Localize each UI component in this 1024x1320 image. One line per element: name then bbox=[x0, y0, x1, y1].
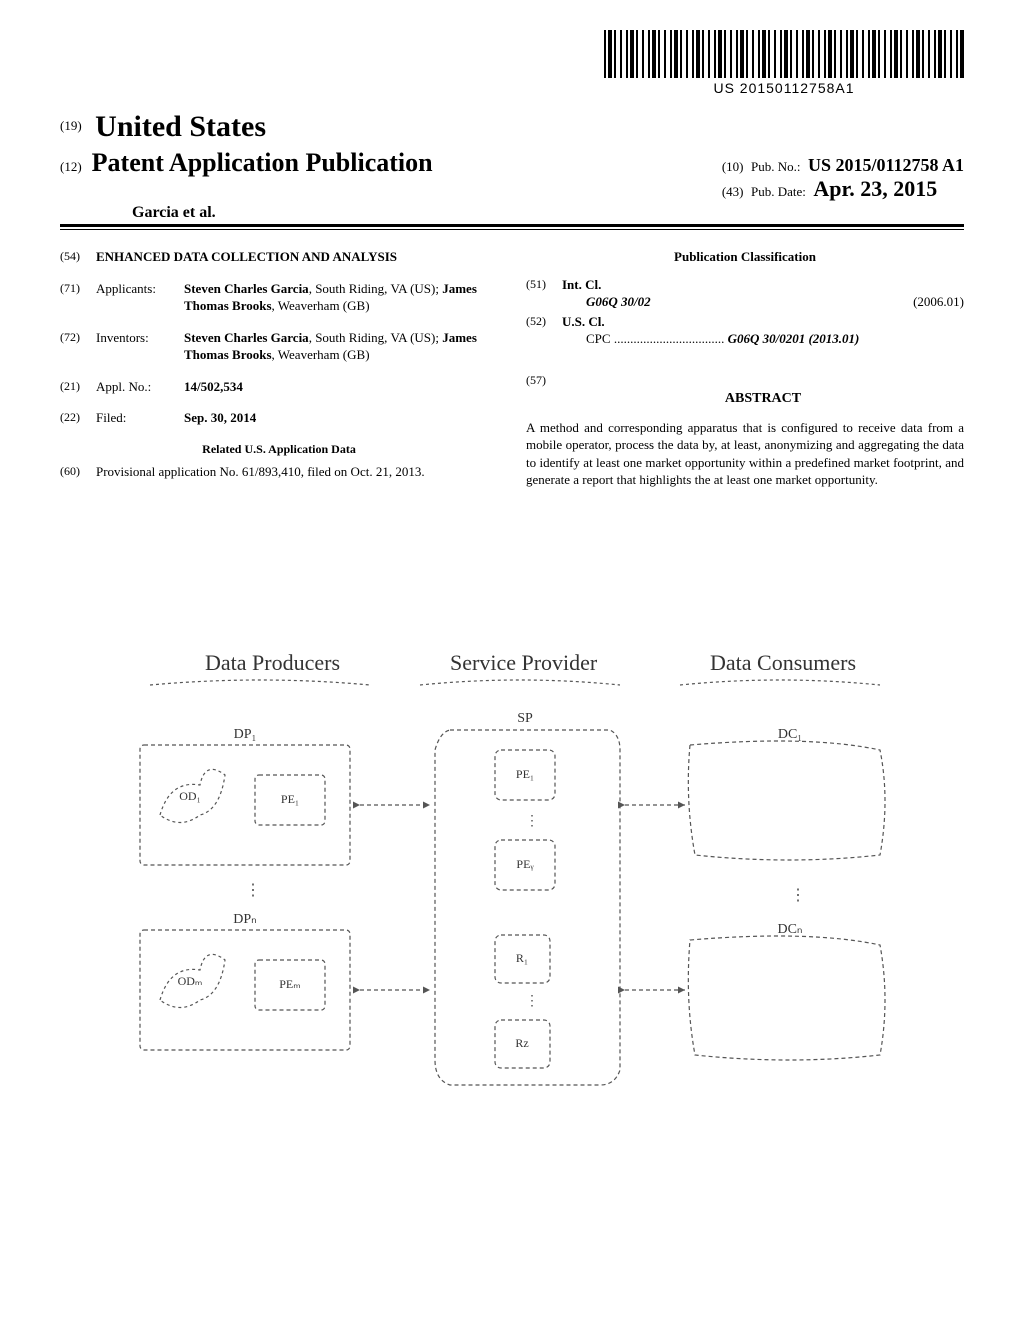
provisional-row: (60) Provisional application No. 61/893,… bbox=[60, 463, 498, 481]
label-data-producers: Data Producers bbox=[205, 650, 340, 675]
rule-thin bbox=[60, 229, 964, 230]
authors: Garcia et al. bbox=[60, 204, 216, 222]
svg-text:⋮: ⋮ bbox=[525, 814, 539, 829]
intcl-date: (2006.01) bbox=[913, 293, 964, 311]
barcode-block: US 20150112758A1 bbox=[604, 30, 964, 96]
applno-label: Appl. No.: bbox=[96, 378, 184, 396]
applicants-body: Steven Charles Garcia, South Riding, VA … bbox=[184, 280, 498, 315]
code-12: (12) bbox=[60, 159, 82, 174]
applno-value: 14/502,534 bbox=[184, 378, 498, 396]
code-57: (57) bbox=[526, 372, 562, 419]
publication-line: (12) Patent Application Publication (10)… bbox=[60, 148, 964, 202]
related-title: Related U.S. Application Data bbox=[60, 441, 498, 457]
pubdate-label: Pub. Date: bbox=[751, 184, 806, 199]
label-r1: R₁ bbox=[516, 951, 528, 965]
label-od1: OD₁ bbox=[179, 789, 201, 803]
label-dp1: DP₁ bbox=[234, 727, 257, 742]
intcl-body: Int. Cl. G06Q 30/02 (2006.01) bbox=[562, 276, 964, 311]
pubno: US 2015/0112758 A1 bbox=[808, 155, 964, 175]
code-21: (21) bbox=[60, 378, 96, 396]
bibliographic-columns: (54) ENHANCED DATA COLLECTION AND ANALYS… bbox=[60, 248, 964, 495]
code-43: (43) bbox=[722, 184, 744, 199]
label-spey: PEᵧ bbox=[516, 857, 534, 871]
barcode-text: US 20150112758A1 bbox=[604, 80, 964, 96]
inventors-body: Steven Charles Garcia, South Riding, VA … bbox=[184, 329, 498, 364]
patent-header: (19) United States (12) Patent Applicati… bbox=[60, 110, 964, 230]
authors-row: Garcia et al. bbox=[60, 204, 964, 224]
country-line: (19) United States bbox=[60, 110, 964, 144]
figure-svg: Data Producers Service Provider Data Con… bbox=[110, 640, 910, 1160]
uscl-body: U.S. Cl. CPC ...........................… bbox=[562, 313, 964, 348]
label-dc1: DC₁ bbox=[778, 727, 802, 742]
applicants-row: (71) Applicants: Steven Charles Garcia, … bbox=[60, 280, 498, 315]
left-column: (54) ENHANCED DATA COLLECTION AND ANALYS… bbox=[60, 248, 498, 495]
label-spe1: PE₁ bbox=[516, 767, 534, 781]
classification-title: Publication Classification bbox=[526, 248, 964, 266]
intcl-label: Int. Cl. bbox=[562, 276, 964, 294]
code-54: (54) bbox=[60, 248, 96, 266]
intcl-row: (51) Int. Cl. G06Q 30/02 (2006.01) bbox=[526, 276, 964, 311]
svg-text:⋮: ⋮ bbox=[245, 882, 261, 899]
code-51: (51) bbox=[526, 276, 562, 311]
label-data-consumers: Data Consumers bbox=[710, 650, 856, 675]
applicants-label: Applicants: bbox=[96, 280, 184, 315]
code-10: (10) bbox=[722, 159, 744, 174]
barcode-graphic bbox=[604, 30, 964, 78]
authors-spacer bbox=[924, 204, 964, 222]
pub-right: (10) Pub. No.: US 2015/0112758 A1 (43) P… bbox=[722, 155, 964, 202]
svg-text:⋮: ⋮ bbox=[790, 887, 806, 904]
cpc-label: CPC bbox=[586, 331, 611, 346]
patent-figure: Data Producers Service Provider Data Con… bbox=[110, 640, 910, 1160]
code-72: (72) bbox=[60, 329, 96, 364]
code-22: (22) bbox=[60, 409, 96, 427]
abstract-body: A method and corresponding apparatus tha… bbox=[526, 419, 964, 489]
invention-title: ENHANCED DATA COLLECTION AND ANALYSIS bbox=[96, 248, 498, 266]
code-71: (71) bbox=[60, 280, 96, 315]
cpc-value: G06Q 30/0201 (2013.01) bbox=[728, 331, 860, 346]
abstract-title: ABSTRACT bbox=[562, 390, 964, 409]
label-pem: PEₘ bbox=[279, 977, 300, 991]
country: United States bbox=[95, 110, 266, 143]
uscl-row: (52) U.S. Cl. CPC ......................… bbox=[526, 313, 964, 348]
code-60: (60) bbox=[60, 463, 96, 481]
label-odm: ODₘ bbox=[178, 974, 203, 988]
label-sp: SP bbox=[517, 711, 533, 726]
label-pe1: PE₁ bbox=[281, 792, 299, 806]
code-19: (19) bbox=[60, 118, 82, 133]
intcl-class: G06Q 30/02 bbox=[586, 293, 651, 311]
right-column: Publication Classification (51) Int. Cl.… bbox=[526, 248, 964, 495]
inventors-row: (72) Inventors: Steven Charles Garcia, S… bbox=[60, 329, 498, 364]
label-dcn: DCₙ bbox=[777, 922, 802, 937]
filed-row: (22) Filed: Sep. 30, 2014 bbox=[60, 409, 498, 427]
title-row: (54) ENHANCED DATA COLLECTION AND ANALYS… bbox=[60, 248, 498, 266]
svg-text:⋮: ⋮ bbox=[525, 994, 539, 1009]
uscl-label: U.S. Cl. bbox=[562, 313, 964, 331]
pubdate: Apr. 23, 2015 bbox=[813, 176, 937, 201]
pubno-label: Pub. No.: bbox=[751, 159, 800, 174]
code-52: (52) bbox=[526, 313, 562, 348]
filed-label: Filed: bbox=[96, 409, 184, 427]
provisional-body: Provisional application No. 61/893,410, … bbox=[96, 463, 498, 481]
label-rz: Rz bbox=[515, 1036, 528, 1050]
rule-thick bbox=[60, 224, 964, 227]
publication-type: Patent Application Publication bbox=[92, 148, 433, 177]
filed-value: Sep. 30, 2014 bbox=[184, 409, 498, 427]
label-service-provider: Service Provider bbox=[450, 650, 598, 675]
label-dpn: DPₙ bbox=[233, 912, 256, 927]
pub-left: (12) Patent Application Publication bbox=[60, 148, 433, 178]
inventors-label: Inventors: bbox=[96, 329, 184, 364]
cpc-dots: .................................. bbox=[614, 331, 725, 346]
applno-row: (21) Appl. No.: 14/502,534 bbox=[60, 378, 498, 396]
